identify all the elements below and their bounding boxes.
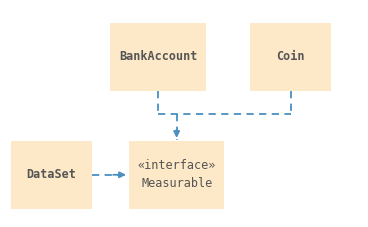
FancyBboxPatch shape — [129, 141, 224, 209]
FancyBboxPatch shape — [110, 23, 206, 91]
Text: BankAccount: BankAccount — [119, 50, 197, 63]
Text: «interface»
Measurable: «interface» Measurable — [138, 159, 216, 190]
FancyBboxPatch shape — [11, 141, 92, 209]
Text: DataSet: DataSet — [26, 168, 77, 181]
FancyBboxPatch shape — [250, 23, 331, 91]
Text: Coin: Coin — [276, 50, 305, 63]
